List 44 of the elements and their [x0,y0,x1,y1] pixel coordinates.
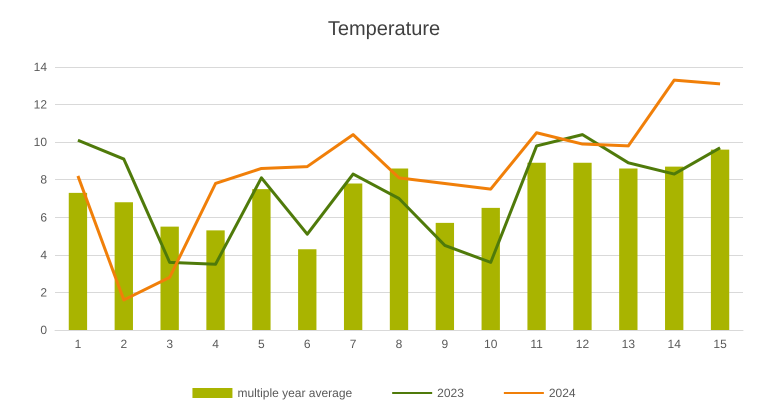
x-tick-label: 1 [74,337,82,351]
legend-label: 2023 [437,386,464,400]
y-tick-label: 14 [34,60,48,74]
x-tick-label: 10 [484,337,498,351]
y-tick-label: 10 [34,135,48,150]
bar [619,168,638,330]
x-tick-label: 7 [350,337,357,351]
chart-title: Temperature [328,18,440,40]
x-tick-label: 6 [304,337,311,351]
y-tick-label: 2 [40,285,48,300]
legend-label: multiple year average [237,386,352,400]
bar [160,226,179,330]
x-tick-label: 9 [442,337,449,351]
x-tick-label: 8 [396,337,403,351]
y-tick-label: 4 [40,248,48,262]
y-tick-label: 0 [40,323,48,337]
bar [344,183,362,330]
bar [298,249,316,330]
line-series [76,78,722,302]
bar [206,230,225,330]
bar [665,166,684,330]
bar [252,189,271,330]
x-tick-label: 14 [668,337,682,351]
y-tick-label: 8 [40,172,48,187]
x-tick-label: 11 [530,337,544,351]
bar [114,202,133,330]
bar [390,168,408,330]
x-tick-label: 12 [576,337,590,351]
bar [527,162,546,330]
bar [710,150,730,330]
x-tick-label: 2 [120,337,128,351]
x-tick-label: 3 [166,337,174,351]
y-tick-label: 12 [34,98,48,112]
bar [68,192,88,330]
line-series [76,133,722,266]
y-tick-label: 6 [40,210,48,224]
bar [482,208,500,330]
x-tick-label: 5 [258,337,266,351]
x-tick-label: 4 [212,337,220,351]
x-tick-label: 13 [622,337,636,351]
x-tick-label: 15 [713,337,728,351]
bar [436,222,454,330]
bar [573,162,592,330]
legend-label: 2024 [548,386,576,400]
